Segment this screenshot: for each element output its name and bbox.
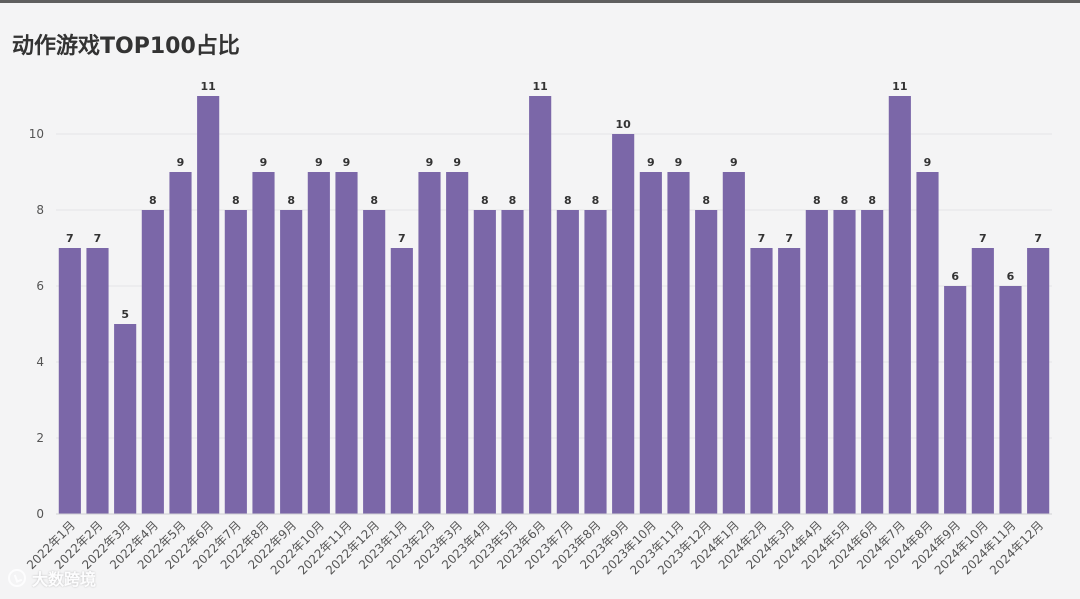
bar [141,210,164,514]
bar-value-label: 8 [592,194,600,207]
bar-value-label: 8 [287,194,295,207]
y-tick-label: 6 [36,279,44,293]
bar [529,96,552,514]
bar [999,286,1022,514]
bar-value-label: 8 [232,194,240,207]
bar [58,248,81,514]
bar [501,210,524,514]
bar-value-label: 9 [260,156,268,169]
bar-value-label: 11 [201,80,216,93]
bar-value-label: 7 [398,232,406,245]
bar [197,96,220,514]
y-tick-label: 0 [36,507,44,521]
bar [916,172,939,514]
bar-value-label: 8 [564,194,572,207]
bar-value-label: 11 [533,80,548,93]
bar [473,210,496,514]
bar [335,172,358,514]
bar-value-label: 9 [426,156,434,169]
y-tick-label: 2 [36,431,44,445]
bar [169,172,192,514]
bar [363,210,386,514]
bar [944,286,967,514]
watermark-text: 大数跨境 [32,570,97,589]
bar [418,172,441,514]
bar [252,172,275,514]
bar-value-label: 5 [121,308,129,321]
bar [1027,248,1050,514]
bar [114,324,137,514]
y-tick-label: 4 [36,355,44,369]
bar [971,248,994,514]
bar-value-label: 8 [481,194,489,207]
bar-value-label: 9 [315,156,323,169]
bar-value-label: 7 [94,232,102,245]
bar [390,248,413,514]
bar [639,172,662,514]
bar-value-label: 10 [616,118,632,131]
bar-value-label: 9 [647,156,655,169]
y-tick-label: 8 [36,203,44,217]
bar-value-label: 6 [951,270,959,283]
bar [861,210,884,514]
bar-value-label: 8 [868,194,876,207]
bar-value-label: 7 [66,232,74,245]
bar-value-label: 7 [979,232,987,245]
bar [722,172,745,514]
bar-value-label: 9 [177,156,185,169]
bar-value-label: 11 [892,80,907,93]
top-rule [0,0,1080,3]
bar-value-label: 9 [730,156,738,169]
bar [695,210,718,514]
bar-value-label: 6 [1007,270,1015,283]
bar-value-label: 8 [370,194,378,207]
bar-value-label: 9 [675,156,683,169]
bar [224,210,247,514]
bar-value-label: 8 [813,194,821,207]
bar-value-label: 9 [343,156,351,169]
bar [805,210,828,514]
bar-value-label: 9 [924,156,932,169]
bar-value-label: 8 [702,194,710,207]
watermark-logo-icon [8,569,26,587]
bar [86,248,109,514]
bar [750,248,773,514]
bar [888,96,911,514]
bar-value-label: 7 [785,232,793,245]
y-tick-label: 10 [29,127,44,141]
bar-value-label: 8 [841,194,849,207]
chart-title: 动作游戏TOP100占比 [12,34,240,59]
bar [833,210,856,514]
bar-value-label: 7 [758,232,766,245]
bar [556,210,579,514]
bar [612,134,635,514]
bar-value-label: 7 [1034,232,1042,245]
bar [778,248,801,514]
bar [307,172,330,514]
watermark: 大数跨境 [8,566,96,590]
bar [446,172,469,514]
bar-value-label: 8 [509,194,517,207]
bar-value-label: 8 [149,194,157,207]
bar-value-label: 9 [453,156,461,169]
bar [280,210,303,514]
bar [584,210,607,514]
bar [667,172,690,514]
